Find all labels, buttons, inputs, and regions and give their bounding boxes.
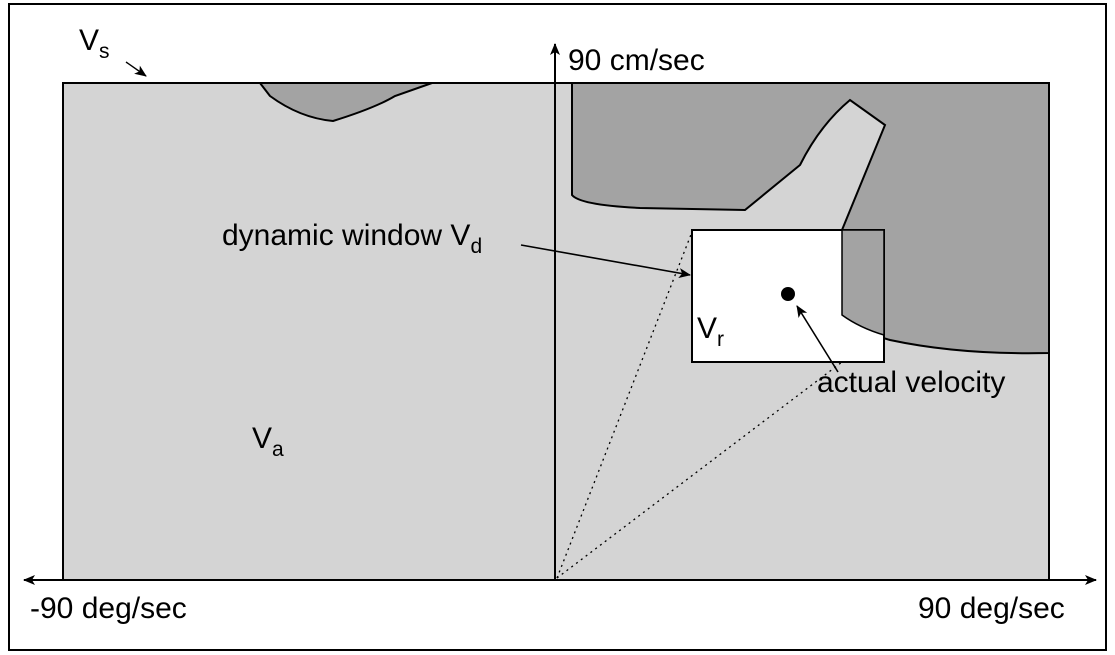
y-axis-label: 90 cm/sec [568,44,705,77]
actual-velocity-label: actual velocity [817,366,1005,399]
va-label: Va [252,422,284,461]
dynamic-window-label: dynamic window Vd [222,219,482,258]
vs-pointer [125,61,147,77]
actual-velocity-pointer [796,305,839,373]
x-axis-left-label: -90 deg/sec [30,592,187,625]
inadmissible-region-in-window [841,229,885,337]
vr-label: Vr [697,312,724,351]
inadmissible-region-top [257,82,433,123]
dynamic-window-pointer [520,244,691,279]
actual-velocity-point [781,287,795,301]
x-axis-right-label: 90 deg/sec [918,592,1065,625]
window-bound-line-left [556,231,693,579]
vs-label: Vs [79,24,110,63]
